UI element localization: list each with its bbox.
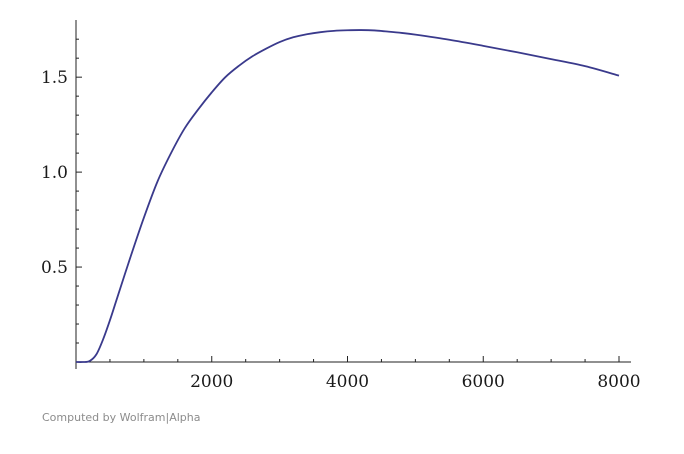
series-line — [75, 29, 620, 363]
x-tick-label: 6000 — [462, 372, 505, 392]
y-tick-label: 0.5 — [41, 258, 68, 278]
x-tick-label: 2000 — [190, 372, 233, 392]
x-ticks: 2000 4000 6000 8000 — [109, 356, 641, 392]
wolfram-credit: Computed by Wolfram|Alpha — [42, 411, 201, 424]
axes: 2000 4000 6000 8000 0.5 1.0 1.5 — [41, 20, 641, 392]
y-ticks: 0.5 1.0 1.5 — [41, 38, 82, 344]
series-group — [75, 29, 620, 363]
x-tick-label: 8000 — [597, 372, 640, 392]
x-tick-label: 4000 — [326, 372, 369, 392]
y-tick-label: 1.5 — [41, 68, 68, 88]
y-tick-label: 1.0 — [41, 163, 68, 183]
